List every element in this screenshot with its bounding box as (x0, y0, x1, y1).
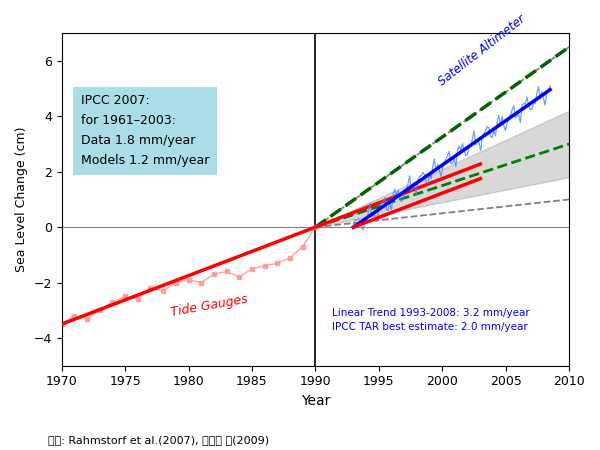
Text: IPCC 2007:
for 1961–2003:
Data 1.8 mm/year
Models 1.2 mm/year: IPCC 2007: for 1961–2003: Data 1.8 mm/ye… (80, 94, 209, 167)
Text: Satellite Altimeter: Satellite Altimeter (436, 13, 528, 89)
X-axis label: Year: Year (301, 394, 330, 408)
Text: 자료: Rahmstorf et al.(2007), 조광우 등(2009): 자료: Rahmstorf et al.(2007), 조광우 등(2009) (48, 436, 269, 446)
Text: Linear Trend 1993-2008: 3.2 mm/year
IPCC TAR best estimate: 2.0 mm/year: Linear Trend 1993-2008: 3.2 mm/year IPCC… (332, 308, 530, 333)
Text: Tide Gauges: Tide Gauges (169, 292, 248, 319)
Y-axis label: Sea Level Change (cm): Sea Level Change (cm) (15, 127, 28, 272)
